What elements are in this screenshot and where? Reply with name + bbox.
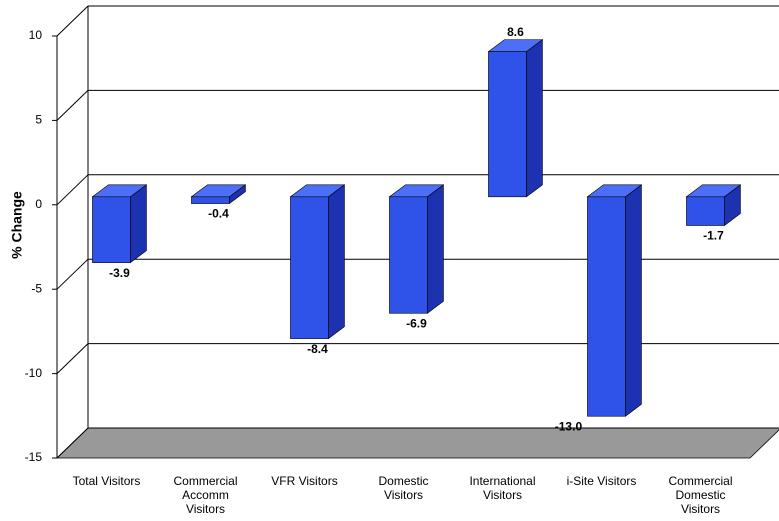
bar [389,196,428,314]
bar [686,196,725,226]
data-label: -8.4 [307,342,328,356]
y-tick-label: -10 [25,366,43,380]
bar-side [526,39,543,198]
bar [488,51,527,198]
x-tick-label: VFR Visitors [271,474,338,488]
bar-side [130,184,147,264]
x-tick-label: Commercial Accomm Visitors [173,474,238,516]
data-label: -0.4 [208,207,229,221]
data-label: -1.7 [703,229,724,243]
x-tick-label: Commercial Domestic Visitors [668,474,733,516]
data-label: -3.9 [109,266,130,280]
data-label: -13.0 [555,419,583,433]
grid-line [56,174,89,206]
bar-side [625,184,642,417]
bar [92,196,131,263]
x-tick-label: Domestic Visitors [378,474,429,502]
bar [290,196,329,339]
floor [56,427,779,459]
y-axis-label: % Change [9,191,25,259]
x-tick-label: Total Visitors [72,474,141,488]
grid-line [56,90,89,121]
bar [191,196,230,204]
x-tick-label: International Visitors [469,474,536,502]
y-tick-label: 0 [35,197,42,211]
bar-side [427,184,444,314]
y-tick-label: 5 [35,113,42,127]
data-label: 8.6 [507,25,524,39]
bar [587,196,626,417]
data-label: -6.9 [406,316,427,330]
grid-line [56,258,89,290]
x-tick-label: i-Site Visitors [566,474,637,488]
y-tick-label: 10 [29,28,43,42]
y-tick-label: -5 [31,281,42,295]
bar-side [328,184,345,340]
grid-line [56,427,89,459]
grid-line [56,343,89,374]
y-tick-label: -15 [25,450,43,464]
grid-line [56,5,89,37]
